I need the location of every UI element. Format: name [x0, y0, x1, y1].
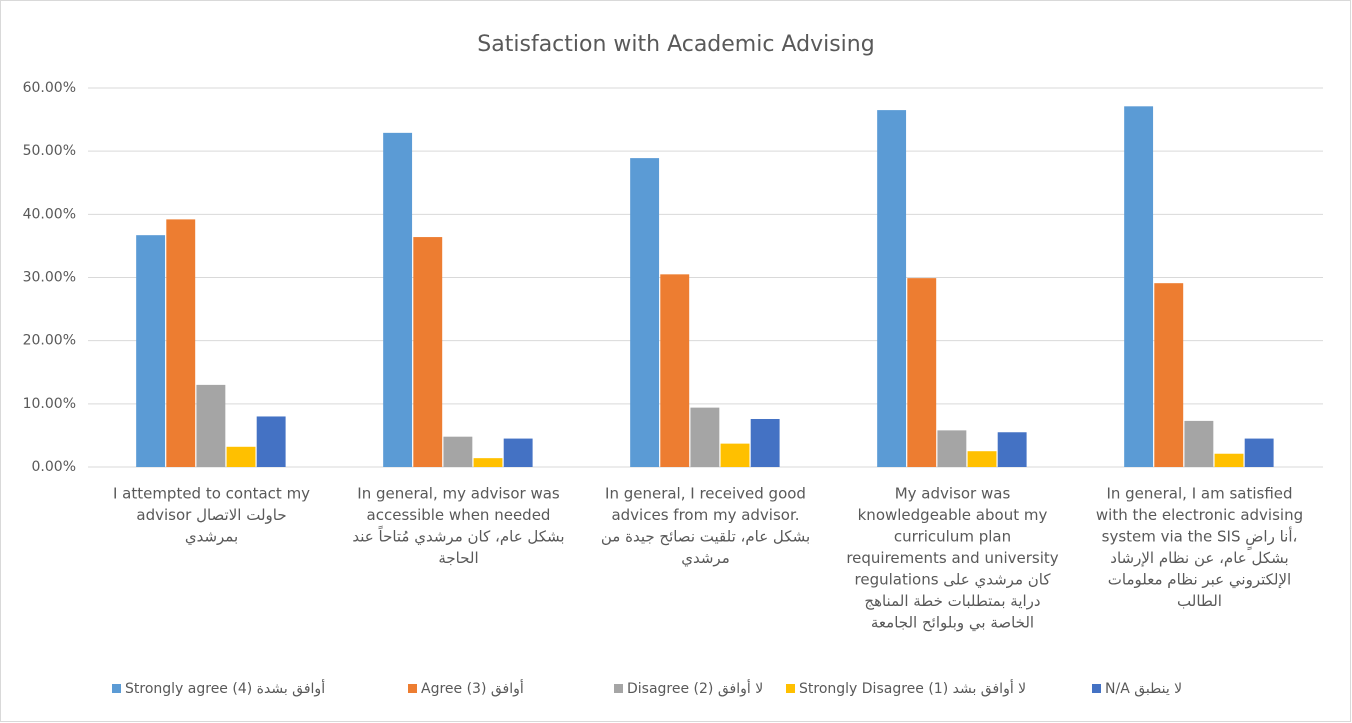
x-tick-label: الطالب	[1177, 592, 1222, 610]
x-tick-label: My advisor was	[895, 485, 1011, 503]
x-tick-label: بشكل عام، عن نظام الإرشاد	[1110, 549, 1288, 567]
legend-label: N/A لا ينطبق	[1105, 681, 1182, 697]
bar	[166, 219, 196, 467]
bar	[503, 438, 533, 467]
x-tick-label: regulations كان مرشدي على	[855, 571, 1052, 590]
y-tick-label: 50.00%	[23, 143, 76, 159]
x-tick-label: بشكل عام، تلقيت نصائح جيدة من	[601, 528, 810, 546]
legend-label: Disagree (2) لا أوافق	[627, 679, 763, 697]
x-tick-label: requirements and university	[846, 549, 1058, 567]
bar	[690, 407, 720, 467]
x-tick-label: In general, I am satisfied	[1106, 485, 1292, 503]
x-tick-label: advices from my advisor.	[611, 506, 799, 524]
legend-marker	[1092, 684, 1101, 693]
bar	[1184, 420, 1214, 467]
legend-marker	[786, 684, 795, 693]
legend-marker	[614, 684, 623, 693]
bar	[136, 235, 166, 467]
x-tick-label: In general, my advisor was	[357, 485, 560, 503]
bar	[443, 436, 473, 467]
legend-label: Strongly Disagree (1) لا أوافق بشد	[799, 679, 1026, 697]
x-tick-label: knowledgeable about my	[858, 506, 1048, 524]
x-tick-label: مرشدي	[681, 549, 730, 568]
y-tick-label: 30.00%	[23, 270, 76, 286]
bar	[720, 443, 750, 467]
y-tick-label: 10.00%	[23, 396, 76, 412]
bar	[937, 430, 967, 467]
bar	[473, 458, 503, 467]
legend-label: Agree (3) أوافق	[421, 679, 524, 697]
bar	[413, 237, 443, 467]
x-tick-label: accessible when needed	[367, 506, 551, 524]
bar	[997, 432, 1027, 467]
x-tick-label: الحاجة	[438, 549, 478, 567]
x-tick-label: دراية بمتطلبات خطة المناهج	[864, 592, 1040, 610]
bar	[226, 446, 256, 467]
bar	[967, 451, 997, 467]
bar	[660, 274, 690, 467]
x-tick-label: advisor حاولت الاتصال	[136, 506, 286, 524]
x-tick-label: In general, I received good	[605, 485, 806, 503]
x-tick-label: الإلكتروني عبر نظام معلومات	[1108, 571, 1291, 590]
y-tick-label: 0.00%	[32, 459, 76, 475]
y-tick-label: 60.00%	[23, 80, 76, 96]
bar	[877, 110, 907, 467]
y-tick-label: 40.00%	[23, 206, 76, 222]
bar	[750, 418, 780, 467]
x-tick-label: with the electronic advising	[1096, 506, 1303, 524]
bar	[907, 278, 937, 467]
bar	[1244, 438, 1274, 467]
bar	[196, 384, 226, 467]
y-tick-label: 20.00%	[23, 333, 76, 349]
x-tick-label: I attempted to contact my	[113, 485, 310, 503]
bar	[1214, 453, 1244, 467]
x-tick-label: بمرشدي	[185, 528, 238, 547]
bar	[1154, 283, 1184, 467]
legend-label: Strongly agree (4) أوافق بشدة	[125, 679, 325, 697]
legend-marker	[408, 684, 417, 693]
chart-title: Satisfaction with Academic Advising	[477, 32, 874, 57]
x-tick-label: الخاصة بي وبلوائح الجامعة	[871, 614, 1034, 633]
bar	[383, 132, 413, 467]
bar	[630, 158, 660, 468]
legend-marker	[112, 684, 121, 693]
bar	[256, 416, 286, 467]
bar	[1124, 106, 1154, 468]
x-tick-label: بشكل عام، كان مرشدي مُتاحاً عند	[352, 525, 564, 546]
x-tick-label: curriculum plan	[894, 528, 1011, 546]
